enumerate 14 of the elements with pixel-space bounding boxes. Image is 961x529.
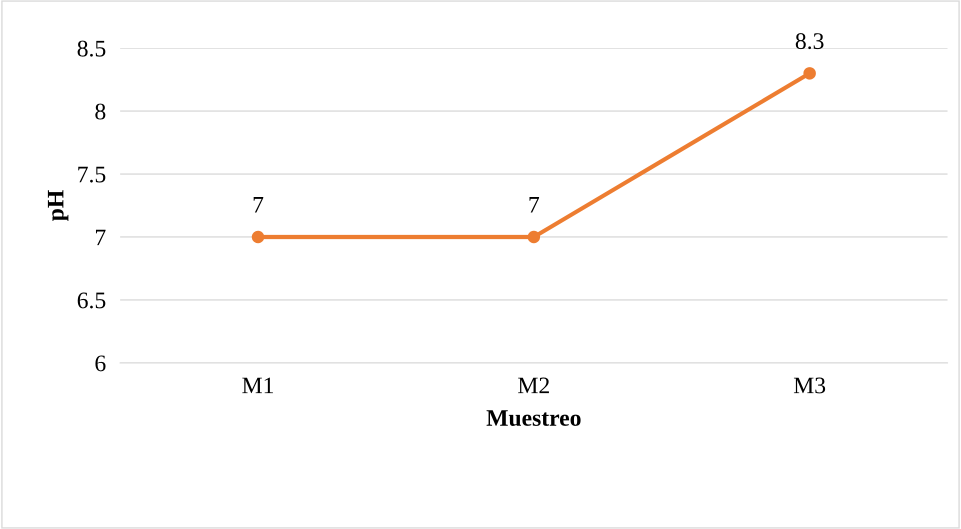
y-axis-title: pH: [48, 190, 68, 221]
y-tick-label: 7.5: [78, 166, 106, 183]
data-label: 7: [529, 197, 540, 213]
x-tick-label: M2: [518, 378, 549, 394]
data-label: 8.3: [796, 33, 824, 50]
data-label: 7: [254, 197, 264, 213]
y-tick-label: 7: [96, 230, 106, 246]
x-tick-label: M3: [794, 378, 826, 394]
y-tick-label: 8.5: [78, 40, 106, 57]
x-tick-label: M1: [242, 378, 274, 394]
x-axis-title: Muestreo: [486, 410, 581, 426]
y-tick-label: 6.5: [78, 292, 106, 308]
y-tick-label: 6: [95, 355, 106, 372]
y-tick-label: 8: [95, 104, 106, 120]
